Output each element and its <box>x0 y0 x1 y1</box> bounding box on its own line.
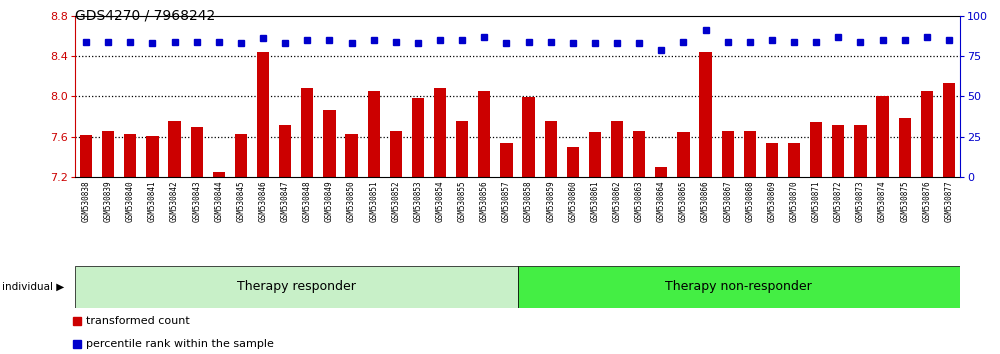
Text: GSM530839: GSM530839 <box>104 181 113 222</box>
Text: GSM530861: GSM530861 <box>590 181 599 222</box>
Text: GSM530862: GSM530862 <box>613 181 622 222</box>
Bar <box>235 134 247 177</box>
Text: Therapy non-responder: Therapy non-responder <box>665 280 812 293</box>
Text: GSM530860: GSM530860 <box>568 181 577 222</box>
Bar <box>124 134 136 177</box>
Text: GSM530856: GSM530856 <box>480 181 489 222</box>
Bar <box>567 147 579 177</box>
Bar <box>699 52 712 177</box>
Bar <box>611 121 623 177</box>
Bar <box>500 143 513 177</box>
Text: GSM530841: GSM530841 <box>148 181 157 222</box>
FancyBboxPatch shape <box>518 266 960 308</box>
Text: GSM530872: GSM530872 <box>834 181 843 222</box>
Bar <box>899 118 911 177</box>
Text: GSM530849: GSM530849 <box>325 181 334 222</box>
Bar <box>522 97 535 177</box>
Bar <box>412 98 424 177</box>
Text: GSM530869: GSM530869 <box>767 181 776 222</box>
Bar <box>655 167 667 177</box>
Text: GSM530873: GSM530873 <box>856 181 865 222</box>
Text: GSM530859: GSM530859 <box>546 181 555 222</box>
Text: GDS4270 / 7968242: GDS4270 / 7968242 <box>75 9 215 23</box>
Text: GSM530858: GSM530858 <box>524 181 533 222</box>
Text: percentile rank within the sample: percentile rank within the sample <box>86 339 274 349</box>
Bar <box>589 132 601 177</box>
Text: GSM530871: GSM530871 <box>812 181 821 222</box>
Text: individual ▶: individual ▶ <box>2 282 64 292</box>
Text: GSM530877: GSM530877 <box>944 181 953 222</box>
Text: GSM530868: GSM530868 <box>745 181 754 222</box>
Text: GSM530842: GSM530842 <box>170 181 179 222</box>
Bar <box>921 91 933 177</box>
Text: GSM530867: GSM530867 <box>723 181 732 222</box>
Text: GSM530874: GSM530874 <box>878 181 887 222</box>
Bar <box>301 88 313 177</box>
Text: GSM530855: GSM530855 <box>458 181 467 222</box>
Text: Therapy responder: Therapy responder <box>237 280 356 293</box>
Text: GSM530854: GSM530854 <box>436 181 445 222</box>
Bar <box>168 121 181 177</box>
Bar <box>810 122 822 177</box>
Text: GSM530865: GSM530865 <box>679 181 688 222</box>
Bar <box>766 143 778 177</box>
Text: GSM530844: GSM530844 <box>214 181 223 222</box>
Bar <box>677 132 690 177</box>
Bar <box>943 84 955 177</box>
Bar <box>345 134 358 177</box>
Text: GSM530875: GSM530875 <box>900 181 909 222</box>
FancyBboxPatch shape <box>75 266 518 308</box>
Text: transformed count: transformed count <box>86 316 190 326</box>
Bar <box>213 172 225 177</box>
Text: GSM530845: GSM530845 <box>236 181 245 222</box>
Text: GSM530850: GSM530850 <box>347 181 356 222</box>
Bar <box>191 127 203 177</box>
Bar <box>633 131 645 177</box>
Bar <box>854 125 867 177</box>
Bar <box>390 131 402 177</box>
Bar <box>744 131 756 177</box>
Text: GSM530864: GSM530864 <box>657 181 666 222</box>
Bar <box>257 52 269 177</box>
Bar <box>478 91 490 177</box>
Text: GSM530870: GSM530870 <box>790 181 799 222</box>
Text: GSM530847: GSM530847 <box>281 181 290 222</box>
Bar <box>434 88 446 177</box>
Text: GSM530846: GSM530846 <box>259 181 268 222</box>
Text: GSM530853: GSM530853 <box>413 181 422 222</box>
Bar <box>722 131 734 177</box>
Text: GSM530866: GSM530866 <box>701 181 710 222</box>
Bar <box>102 131 114 177</box>
Bar <box>323 109 336 177</box>
Bar <box>368 91 380 177</box>
Text: GSM530848: GSM530848 <box>303 181 312 222</box>
Text: GSM530843: GSM530843 <box>192 181 201 222</box>
Text: GSM530863: GSM530863 <box>635 181 644 222</box>
Text: GSM530840: GSM530840 <box>126 181 135 222</box>
Bar <box>456 121 468 177</box>
Bar <box>876 97 889 177</box>
Bar <box>279 125 291 177</box>
Text: GSM530838: GSM530838 <box>82 181 91 222</box>
Bar <box>80 135 92 177</box>
Text: GSM530876: GSM530876 <box>922 181 931 222</box>
Text: GSM530857: GSM530857 <box>502 181 511 222</box>
Bar <box>146 136 159 177</box>
Text: GSM530852: GSM530852 <box>391 181 400 222</box>
Bar <box>545 121 557 177</box>
Bar <box>832 125 844 177</box>
Text: GSM530851: GSM530851 <box>369 181 378 222</box>
Bar <box>788 143 800 177</box>
